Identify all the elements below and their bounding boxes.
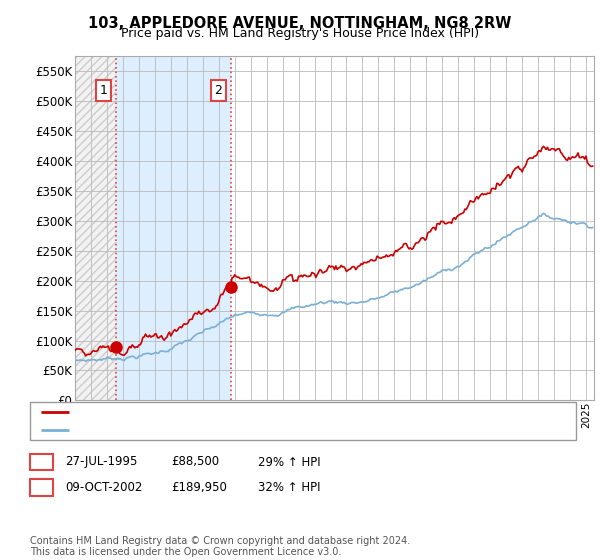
Text: 09-OCT-2002: 09-OCT-2002 [65,480,142,494]
Text: £88,500: £88,500 [171,455,219,469]
Text: 32% ↑ HPI: 32% ↑ HPI [258,480,320,494]
Bar [231,56,594,400]
Text: 103, APPLEDORE AVENUE, NOTTINGHAM, NG8 2RW: 103, APPLEDORE AVENUE, NOTTINGHAM, NG8 2… [88,16,512,31]
Text: Price paid vs. HM Land Registry's House Price Index (HPI): Price paid vs. HM Land Registry's House … [121,27,479,40]
Text: 27-JUL-1995: 27-JUL-1995 [65,455,137,469]
Text: 2: 2 [214,84,223,97]
Text: £189,950: £189,950 [171,480,227,494]
Text: 29% ↑ HPI: 29% ↑ HPI [258,455,320,469]
Text: 1: 1 [37,455,46,469]
Text: Contains HM Land Registry data © Crown copyright and database right 2024.
This d: Contains HM Land Registry data © Crown c… [30,535,410,557]
Text: 103, APPLEDORE AVENUE, NOTTINGHAM, NG8 2RW (detached house): 103, APPLEDORE AVENUE, NOTTINGHAM, NG8 2… [76,407,464,417]
Bar [75,56,116,400]
Text: HPI: Average price, detached house, Broxtowe: HPI: Average price, detached house, Brox… [76,425,335,435]
Bar [116,56,231,400]
Text: 1: 1 [100,84,107,97]
Text: 2: 2 [37,480,46,494]
